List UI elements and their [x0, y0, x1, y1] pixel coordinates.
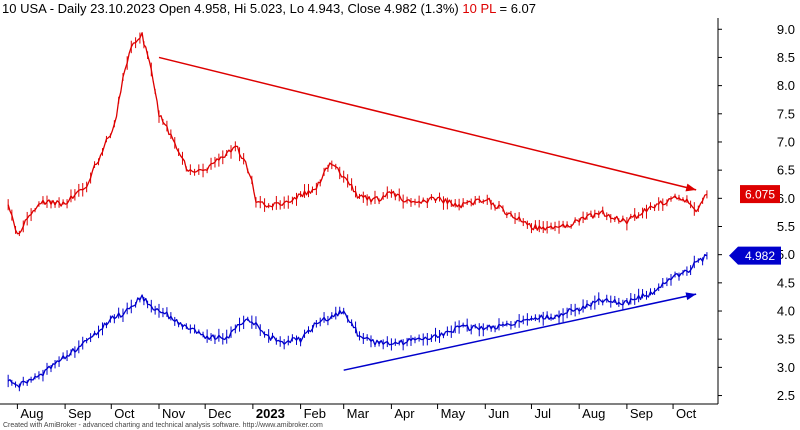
y-tick-label: 7.5 [777, 106, 795, 121]
blue-trend-arrow-line [343, 293, 697, 371]
x-tick-label: Aug [582, 406, 605, 421]
x-tick-label: Apr [394, 406, 415, 421]
x-tick-label: 2023 [256, 406, 285, 421]
y-tick-label: 4.5 [777, 275, 795, 290]
y-tick-label: 5.5 [777, 219, 795, 234]
trend-arrows [158, 56, 697, 371]
y-tick-label: 2.5 [777, 388, 795, 403]
y-axis: 2.5 3.0 3.5 4.0 4.5 5.0 5.5 6.0 6.5 7.0 7.5 8.0 8.5 9… [718, 22, 795, 403]
plot-frame [0, 18, 719, 405]
x-tick-label: Oct [676, 406, 697, 421]
x-tick-label: Mar [347, 406, 370, 421]
red-trend-arrow-line [158, 56, 697, 191]
x-tick-label: Oct [114, 406, 135, 421]
red-trend-arrow-head [685, 183, 697, 192]
pl-series-label: 10 PL [462, 1, 496, 16]
y-tick-label: 6.5 [777, 163, 795, 178]
y-tick-label: 5.0 [777, 247, 795, 262]
y-tick-label: 9.0 [777, 22, 795, 37]
us-last-value-badge [729, 246, 781, 265]
chart-title: 10 USA - Daily 23.10.2023 Open 4.958, Hi… [2, 1, 459, 16]
x-tick-label: Sep [68, 406, 91, 421]
y-tick-label: 8.0 [777, 78, 795, 93]
y-tick-label: 7.0 [777, 134, 795, 149]
x-tick-label: Sep [630, 406, 653, 421]
x-axis: Aug Sep Oct Nov Dec 2023 Feb Mar Apr May Jun Jul Aug… [16, 404, 697, 421]
y-tick-label: 4.0 [777, 304, 795, 319]
pl-10y-series-line [7, 32, 708, 235]
x-tick-label: Jul [534, 406, 551, 421]
y-tick-label: 6.0 [777, 191, 795, 206]
x-tick-label: Nov [162, 406, 186, 421]
us-last-value-text: 4.982 [745, 249, 775, 263]
chart-header: 10 USA - Daily 23.10.2023 Open 4.958, Hi… [2, 1, 536, 16]
x-tick-label: Feb [304, 406, 326, 421]
us-10y-series-line [7, 253, 708, 389]
last-value-badges: 6.075 4.982 [729, 185, 781, 265]
y-tick-label: 8.5 [777, 50, 795, 65]
y-tick-label: 3.5 [777, 332, 795, 347]
blue-trend-arrow-head [685, 292, 697, 301]
pl-last-value-badge [740, 185, 780, 204]
x-tick-label: Jun [488, 406, 509, 421]
pl-last-value-text: 6.075 [745, 188, 775, 202]
credit-text: Created with AmiBroker - advanced charti… [3, 422, 323, 429]
x-tick-label: Dec [208, 406, 232, 421]
x-tick-label: Aug [20, 406, 43, 421]
y-tick-label: 3.0 [777, 360, 795, 375]
pl-series-value: = 6.07 [495, 1, 536, 16]
x-tick-label: May [441, 406, 466, 421]
series-lines [7, 32, 708, 392]
